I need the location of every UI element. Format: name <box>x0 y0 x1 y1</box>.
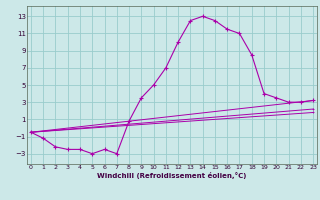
X-axis label: Windchill (Refroidissement éolien,°C): Windchill (Refroidissement éolien,°C) <box>97 172 247 179</box>
